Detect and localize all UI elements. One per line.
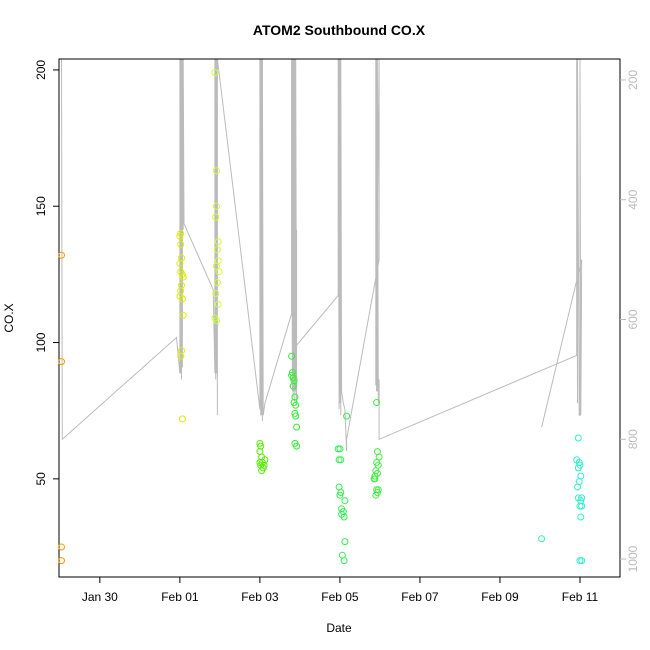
y-left-tick-label: 50 [34,472,48,486]
chart-title: ATOM2 Southbound CO.X [253,22,426,38]
y-axis-left: 50 100 150 200 [34,60,59,486]
data-point [58,557,65,565]
x-tick-label: Feb 07 [401,590,439,604]
data-point [578,557,586,565]
data-point [213,317,220,325]
data-point [291,393,299,401]
y-left-tick-label: 100 [34,332,48,352]
data-point [293,442,301,450]
data-point [178,415,186,423]
y-axis-label: CO.X [2,303,16,332]
data-point [336,445,344,453]
data-point [288,352,296,360]
x-tick-label: Jan 30 [82,590,118,604]
data-point [215,268,223,276]
data-point [177,352,185,360]
data-point [343,412,351,420]
y-right-tick-label: 800 [626,429,640,449]
data-point [373,399,381,406]
y-left-tick-label: 150 [34,196,48,216]
data-point [337,456,345,464]
data-point [341,497,349,505]
data-point [340,513,348,521]
data-point [213,202,220,210]
data-point [574,483,581,491]
data-point [574,434,582,442]
data-point [374,486,382,494]
data-point [340,557,348,565]
data-point [576,502,584,510]
scatter-points-layer [58,69,586,565]
data-point [58,251,65,259]
data-point [258,467,266,475]
data-point [289,382,297,390]
data-point [341,538,349,546]
data-point [177,240,185,248]
y-right-tick-label: 200 [626,70,640,90]
x-tick-label: Feb 11 [562,590,599,604]
x-axis-label: Date [326,621,352,635]
data-point [213,246,221,254]
data-point [58,358,65,366]
data-point [177,230,185,237]
data-point [213,279,221,287]
x-axis: Jan 30 Feb 01 Feb 03 Feb 05 Feb 07 Feb 09 Feb … [82,577,599,604]
y-axis-right: 200 400 600 800 1000 [620,70,640,572]
y-right-tick-label: 600 [626,309,640,329]
x-tick-label: Feb 01 [161,590,199,604]
data-point [538,535,546,543]
overlay-line [61,58,583,452]
data-point [256,459,264,466]
data-point [577,513,585,521]
data-point [179,311,187,319]
data-point [214,300,222,308]
y-right-tick-label: 400 [626,189,640,209]
overlay-line-layer [61,58,583,452]
data-point [58,543,65,551]
data-point [214,238,222,246]
data-point [212,290,220,297]
data-point [374,461,382,469]
data-point [178,295,186,303]
x-tick-label: Feb 05 [321,590,359,604]
data-point [336,491,344,499]
y-right-tick-label: 1000 [626,545,640,572]
data-point [375,453,383,461]
data-point [178,281,185,289]
data-point [293,423,301,431]
x-tick-label: Feb 09 [481,590,519,604]
data-point [178,270,186,278]
data-point [212,213,220,221]
data-point [176,260,184,267]
data-point [292,401,300,409]
data-point [213,262,220,270]
data-point [371,472,379,480]
data-point [371,475,379,483]
y-left-tick-label: 200 [34,60,48,80]
data-point [574,464,582,472]
x-tick-label: Feb 03 [241,590,279,604]
data-point [211,69,219,77]
data-point [292,412,300,420]
data-point [213,167,220,175]
